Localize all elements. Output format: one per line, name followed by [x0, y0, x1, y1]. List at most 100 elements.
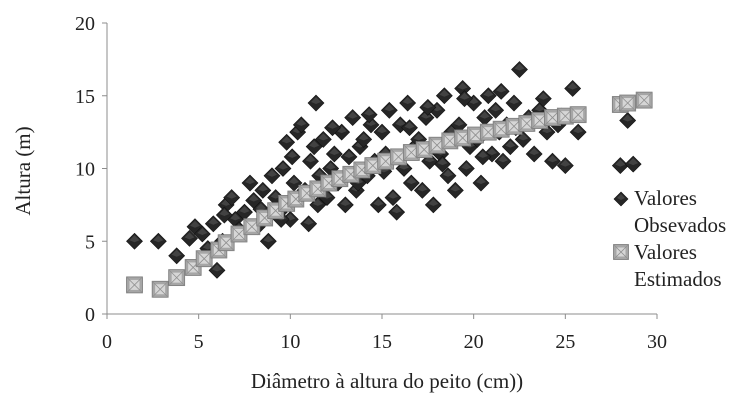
- observed-point: [413, 181, 431, 199]
- observed-point: [314, 130, 332, 148]
- diamond-marker-highlight: [477, 150, 488, 158]
- diamond-marker-highlight: [450, 184, 461, 192]
- observed-point: [241, 174, 259, 192]
- square-marker-bevel: [569, 106, 587, 123]
- diamond-marker-highlight: [509, 97, 519, 105]
- diamond-marker-highlight: [219, 209, 230, 217]
- diamond-marker-highlight: [309, 140, 320, 148]
- observed-point: [149, 232, 167, 250]
- observed-point: [344, 109, 362, 126]
- series-estimated: [126, 91, 653, 298]
- diamond-marker-highlight: [514, 63, 525, 71]
- diamond-marker-highlight: [404, 121, 415, 129]
- legend-estimated-marker: [613, 244, 629, 260]
- x-tick-label: 10: [280, 331, 300, 353]
- estimated-point: [377, 152, 395, 170]
- square-marker-bevel: [635, 91, 653, 109]
- diamond-marker-highlight: [395, 118, 406, 126]
- y-tick-label: 10: [75, 159, 95, 181]
- diamond-marker-highlight: [487, 147, 497, 155]
- observed-point: [479, 87, 497, 105]
- observed-point: [501, 138, 519, 156]
- observed-point: [619, 112, 637, 129]
- y-tick-label: 0: [85, 304, 95, 326]
- observed-point: [373, 123, 391, 141]
- observed-point: [215, 206, 233, 224]
- diamond-marker-highlight: [391, 206, 402, 214]
- observed-point: [283, 148, 301, 166]
- y-tick-label: 5: [85, 231, 95, 253]
- estimated-point: [569, 106, 587, 124]
- observed-point: [223, 189, 241, 207]
- diamond-marker-highlight: [422, 101, 433, 109]
- diamond-marker-highlight: [318, 133, 329, 141]
- observed-point: [544, 152, 561, 170]
- diamond-marker-highlight: [190, 220, 200, 228]
- observed-point: [193, 225, 211, 243]
- estimated-point: [256, 209, 274, 227]
- observed-point: [474, 148, 492, 166]
- diamond-marker-highlight: [443, 169, 453, 177]
- observed-point: [494, 152, 512, 170]
- observed-point: [236, 203, 253, 221]
- diamond-marker-highlight: [221, 198, 232, 206]
- observed-point: [446, 181, 464, 199]
- diamond-marker-highlight: [366, 118, 376, 126]
- square-marker-bevel: [151, 280, 169, 298]
- diamond-marker-highlight: [454, 118, 464, 126]
- diamond-marker-highlight: [538, 92, 549, 100]
- observed-point: [263, 167, 281, 185]
- diamond-marker-highlight: [226, 191, 237, 199]
- diamond-marker-highlight: [278, 162, 288, 170]
- diamond-marker-highlight: [468, 97, 479, 105]
- square-marker-bevel: [613, 244, 629, 260]
- diamond-marker-highlight: [270, 191, 281, 199]
- observed-point: [305, 138, 323, 156]
- observed-point: [126, 232, 143, 250]
- observed-point: [435, 87, 453, 105]
- x-tick-label: 5: [194, 331, 204, 353]
- observed-point: [302, 152, 319, 170]
- legend-estimated-label: Valores: [634, 240, 697, 264]
- estimated-point: [635, 91, 653, 109]
- axes: [102, 22, 658, 319]
- observed-point: [380, 101, 398, 119]
- diamond-marker-highlight: [312, 198, 323, 206]
- diamond-marker-highlight: [534, 104, 545, 112]
- observed-point: [391, 116, 409, 134]
- x-tick-label: 25: [555, 331, 575, 353]
- diamond-marker-highlight: [518, 133, 529, 141]
- diamond-marker-highlight: [358, 133, 369, 141]
- diamond-marker-highlight: [406, 177, 417, 185]
- series-observed: [126, 61, 642, 279]
- diamond-marker-highlight: [417, 184, 428, 192]
- observed-point: [434, 155, 451, 173]
- diamond-marker-highlight: [248, 194, 259, 202]
- observed-point: [274, 160, 292, 177]
- x-tick-label: 0: [102, 331, 112, 353]
- observed-point: [254, 181, 272, 199]
- estimated-point: [230, 225, 248, 243]
- diamond-marker-highlight: [529, 147, 540, 155]
- x-tick-label: 30: [647, 331, 667, 353]
- diamond-marker-highlight: [287, 150, 298, 158]
- diamond-marker-highlight: [479, 111, 490, 119]
- diamond-marker-highlight: [421, 111, 431, 119]
- diamond-marker-highlight: [208, 217, 219, 225]
- diamond-marker-highlight: [496, 85, 507, 93]
- y-tick-label: 20: [75, 13, 95, 35]
- observed-point: [181, 229, 198, 247]
- observed-point: [569, 123, 587, 141]
- diamond-marker-highlight: [457, 82, 468, 90]
- diamond-marker-highlight: [547, 155, 558, 163]
- diamond-marker-highlight: [267, 169, 277, 177]
- x-tick-labels: 0 5 10 15 20 25 30: [102, 331, 667, 353]
- diamond-marker-highlight: [257, 184, 268, 192]
- diamond-marker-highlight: [483, 89, 494, 97]
- observed-point: [208, 261, 226, 279]
- observed-point: [624, 155, 642, 173]
- observed-point: [355, 130, 373, 148]
- observed-point: [505, 94, 523, 112]
- diamond-marker-highlight: [329, 147, 340, 155]
